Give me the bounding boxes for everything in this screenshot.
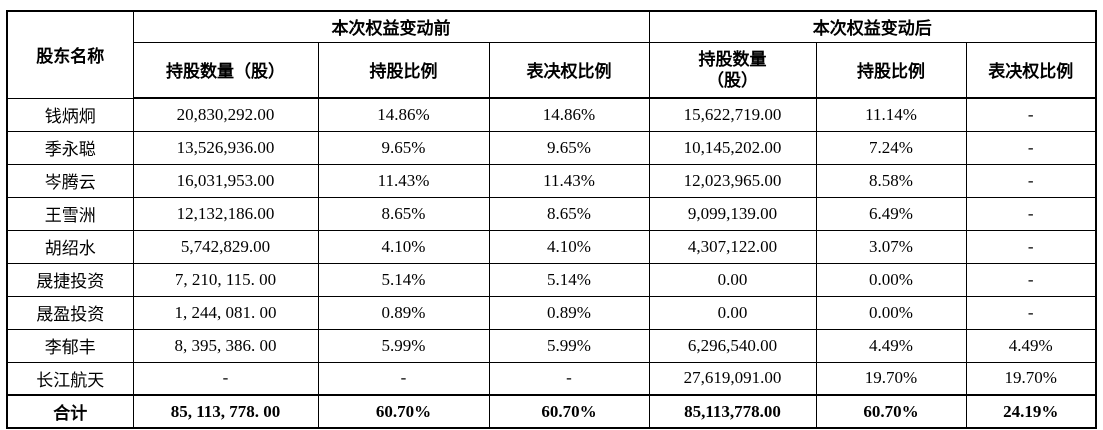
- after-qty-cell: 4,307,122.00: [648, 229, 817, 264]
- after-vote-cell: 4.49%: [965, 328, 1097, 363]
- before-ratio-cell: 0.89%: [317, 295, 490, 330]
- before-vote-cell: 9.65%: [488, 130, 650, 165]
- total-row: 合计 85, 113, 778. 00 60.70% 60.70% 85,113…: [6, 394, 1097, 429]
- after-qty-cell: 0.00: [648, 262, 817, 297]
- header-before-qty: 持股数量（股）: [132, 41, 319, 99]
- table-row: 王雪洲 12,132,186.00 8.65% 8.65% 9,099,139.…: [6, 196, 1097, 231]
- before-ratio-cell: 4.10%: [317, 229, 490, 264]
- table-row: 李郁丰 8, 395, 386. 00 5.99% 5.99% 6,296,54…: [6, 328, 1097, 363]
- after-qty-cell: 6,296,540.00: [648, 328, 817, 363]
- header-before-vote: 表决权比例: [488, 41, 650, 99]
- after-vote-cell: -: [965, 130, 1097, 165]
- header-columns-row: 持股数量（股） 持股比例 表决权比例 持股数量 （股） 持股比例 表决权比例: [7, 41, 1097, 99]
- after-ratio-cell: 6.49%: [815, 196, 967, 231]
- shareholder-name: 晟盈投资: [6, 295, 134, 330]
- total-after-ratio-cell: 60.70%: [815, 394, 967, 429]
- equity-change-table-container: 股东名称 本次权益变动前 本次权益变动后 持股数量（股） 持股比例 表决权比例 …: [6, 10, 1098, 429]
- after-qty-cell: 12,023,965.00: [648, 163, 817, 198]
- after-qty-cell: 15,622,719.00: [648, 97, 817, 132]
- total-after-qty-cell: 85,113,778.00: [648, 394, 817, 429]
- before-ratio-cell: 5.14%: [317, 262, 490, 297]
- after-vote-cell: -: [965, 97, 1097, 132]
- header-before-ratio: 持股比例: [317, 41, 490, 99]
- before-vote-cell: 0.89%: [488, 295, 650, 330]
- header-after-qty: 持股数量 （股）: [648, 41, 817, 99]
- shareholder-name: 李郁丰: [6, 328, 134, 363]
- before-qty-cell: -: [132, 361, 319, 396]
- after-qty-cell: 27,619,091.00: [648, 361, 817, 396]
- before-qty-cell: 12,132,186.00: [132, 196, 319, 231]
- table-row: 胡绍水 5,742,829.00 4.10% 4.10% 4,307,122.0…: [6, 229, 1097, 264]
- after-qty-cell: 0.00: [648, 295, 817, 330]
- before-qty-cell: 7, 210, 115. 00: [132, 262, 319, 297]
- before-ratio-cell: 9.65%: [317, 130, 490, 165]
- after-vote-cell: 19.70%: [965, 361, 1097, 396]
- after-ratio-cell: 0.00%: [815, 262, 967, 297]
- before-vote-cell: 4.10%: [488, 229, 650, 264]
- before-ratio-cell: 11.43%: [317, 163, 490, 198]
- before-vote-cell: 14.86%: [488, 97, 650, 132]
- before-ratio-cell: 5.99%: [317, 328, 490, 363]
- table-row: 岑腾云 16,031,953.00 11.43% 11.43% 12,023,9…: [6, 163, 1097, 198]
- table-row: 晟捷投资 7, 210, 115. 00 5.14% 5.14% 0.00 0.…: [6, 262, 1097, 297]
- shareholder-name: 王雪洲: [6, 196, 134, 231]
- header-after-vote: 表决权比例: [965, 41, 1097, 99]
- shareholder-name: 岑腾云: [6, 163, 134, 198]
- after-vote-cell: -: [965, 262, 1097, 297]
- header-shareholder-name: 股东名称: [6, 10, 134, 99]
- before-qty-cell: 8, 395, 386. 00: [132, 328, 319, 363]
- total-before-vote-cell: 60.70%: [488, 394, 650, 429]
- before-vote-cell: -: [488, 361, 650, 396]
- after-ratio-cell: 3.07%: [815, 229, 967, 264]
- table-header: 股东名称 本次权益变动前 本次权益变动后 持股数量（股） 持股比例 表决权比例 …: [6, 10, 1097, 99]
- after-vote-cell: -: [965, 163, 1097, 198]
- header-after-qty-line1: 持股数量: [698, 49, 767, 69]
- shareholder-name: 季永聪: [6, 130, 134, 165]
- after-vote-cell: -: [965, 229, 1097, 264]
- after-qty-cell: 9,099,139.00: [648, 196, 817, 231]
- table-body: 钱炳炯 20,830,292.00 14.86% 14.86% 15,622,7…: [6, 97, 1097, 429]
- total-label: 合计: [6, 394, 134, 429]
- before-ratio-cell: 14.86%: [317, 97, 490, 132]
- before-vote-cell: 5.14%: [488, 262, 650, 297]
- before-vote-cell: 8.65%: [488, 196, 650, 231]
- table-row: 晟盈投资 1, 244, 081. 00 0.89% 0.89% 0.00 0.…: [6, 295, 1097, 330]
- after-vote-cell: -: [965, 295, 1097, 330]
- after-qty-cell: 10,145,202.00: [648, 130, 817, 165]
- before-ratio-cell: 8.65%: [317, 196, 490, 231]
- before-vote-cell: 11.43%: [488, 163, 650, 198]
- total-before-ratio-cell: 60.70%: [317, 394, 490, 429]
- before-qty-cell: 20,830,292.00: [132, 97, 319, 132]
- before-qty-cell: 1, 244, 081. 00: [132, 295, 319, 330]
- shareholder-name: 晟捷投资: [6, 262, 134, 297]
- shareholder-name: 胡绍水: [6, 229, 134, 264]
- total-after-vote-cell: 24.19%: [965, 394, 1097, 429]
- shareholder-name: 长江航天: [6, 361, 134, 396]
- table-row: 钱炳炯 20,830,292.00 14.86% 14.86% 15,622,7…: [6, 97, 1097, 132]
- equity-change-table: 股东名称 本次权益变动前 本次权益变动后 持股数量（股） 持股比例 表决权比例 …: [6, 10, 1098, 429]
- table-row: 季永聪 13,526,936.00 9.65% 9.65% 10,145,202…: [6, 130, 1097, 165]
- after-vote-cell: -: [965, 196, 1097, 231]
- header-after-qty-line2: （股）: [707, 70, 758, 90]
- after-ratio-cell: 7.24%: [815, 130, 967, 165]
- before-qty-cell: 5,742,829.00: [132, 229, 319, 264]
- shareholder-name: 钱炳炯: [6, 97, 134, 132]
- header-group-row: 股东名称 本次权益变动前 本次权益变动后: [6, 10, 1097, 99]
- after-ratio-cell: 19.70%: [815, 361, 967, 396]
- before-qty-cell: 13,526,936.00: [132, 130, 319, 165]
- header-group-before: 本次权益变动前: [132, 10, 650, 43]
- before-vote-cell: 5.99%: [488, 328, 650, 363]
- after-ratio-cell: 11.14%: [815, 97, 967, 132]
- table-row: 长江航天 - - - 27,619,091.00 19.70% 19.70%: [6, 361, 1097, 396]
- header-group-after: 本次权益变动后: [648, 10, 1097, 43]
- before-qty-cell: 16,031,953.00: [132, 163, 319, 198]
- before-ratio-cell: -: [317, 361, 490, 396]
- after-ratio-cell: 4.49%: [815, 328, 967, 363]
- total-before-qty-cell: 85, 113, 778. 00: [132, 394, 319, 429]
- after-ratio-cell: 0.00%: [815, 295, 967, 330]
- header-after-ratio: 持股比例: [815, 41, 967, 99]
- after-ratio-cell: 8.58%: [815, 163, 967, 198]
